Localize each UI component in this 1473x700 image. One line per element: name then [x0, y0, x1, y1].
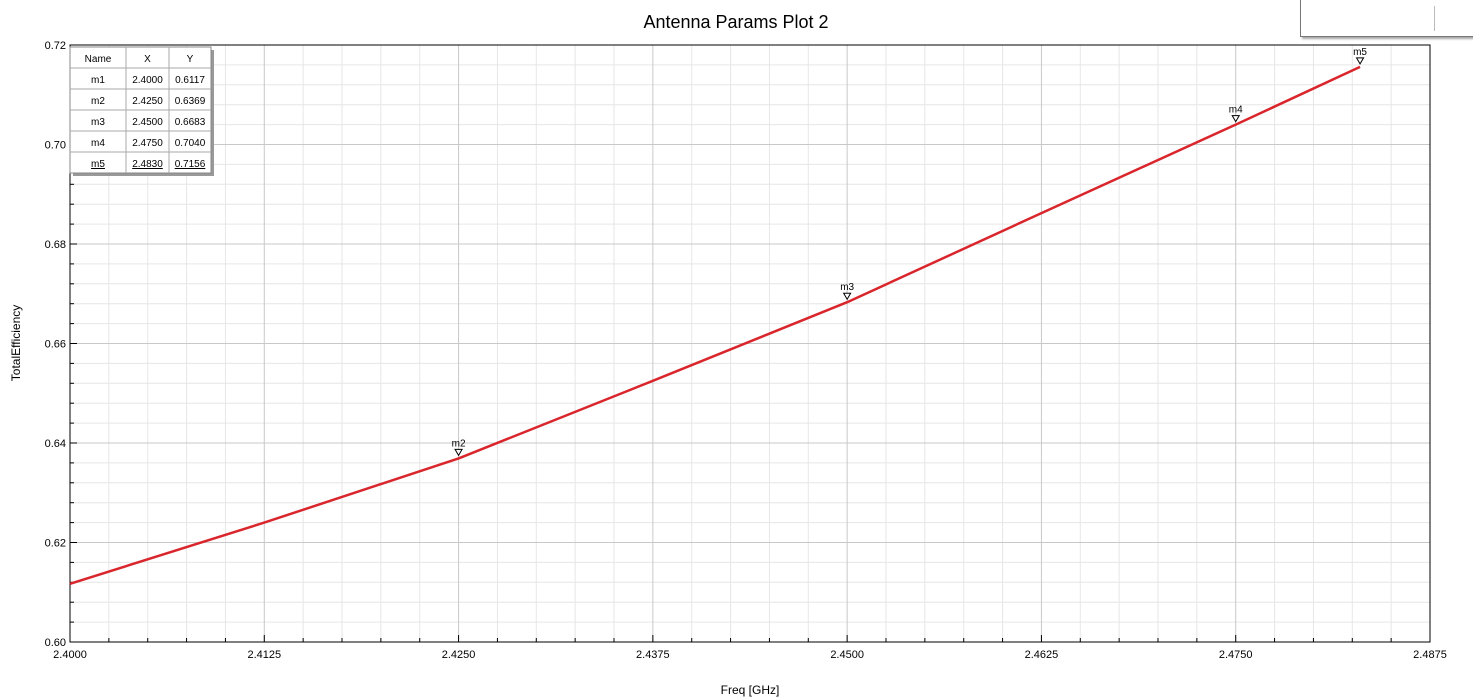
y-tick-label: 0.60: [45, 637, 66, 649]
marker-table-header: Y: [187, 54, 194, 65]
markers-layer: m2 m3 m4 m5: [452, 47, 1367, 457]
series-line: [69, 65, 1361, 585]
x-tick-label: 2.4250: [442, 649, 476, 661]
y-tick-label: 0.62: [45, 538, 66, 550]
marker-table-cell: 0.6117: [175, 75, 205, 86]
x-tick-label: 2.4625: [1025, 649, 1059, 661]
x-tick-label: 2.4375: [636, 649, 670, 661]
y-tick-label: 0.72: [45, 40, 66, 52]
marker-table-cell: 2.4750: [132, 138, 163, 149]
y-axis-ticks: 0.60 0.62 0.64 0.66 0.68 0.70 0.72: [45, 40, 77, 649]
x-tick-label: 2.4875: [1413, 649, 1447, 661]
marker-table-cell: m1: [91, 75, 105, 86]
x-tick-label: 2.4750: [1219, 649, 1253, 661]
legend-separator: [1434, 6, 1435, 31]
major-grid: [69, 44, 1431, 643]
marker-table-cell: 2.4500: [132, 117, 163, 128]
marker-triangle-m2: [454, 448, 463, 457]
y-tick-label: 0.64: [45, 438, 66, 450]
legend-box[interactable]: [1300, 0, 1473, 37]
y-tick-label: 0.70: [45, 140, 66, 152]
x-axis-ticks: 2.4000 2.4125 2.4250 2.4375 2.4500 2.4625 2.47…: [53, 635, 1447, 661]
marker-table-cell: 0.6369: [175, 96, 206, 107]
marker-table-cell: 2.4830: [132, 159, 163, 170]
marker-label-m2: m2: [452, 438, 466, 449]
x-tick-label: 2.4500: [830, 649, 864, 661]
y-tick-label: 0.66: [45, 339, 66, 351]
y-axis-label: TotalEfficiency: [9, 305, 23, 381]
marker-label-m3: m3: [840, 282, 854, 293]
marker-table-cell: 2.4250: [132, 96, 163, 107]
series-layer: [69, 65, 1361, 585]
marker-triangle-m4: [1231, 115, 1241, 123]
marker-triangle-m5: [1355, 57, 1365, 65]
marker-table-cell: 0.6683: [175, 117, 206, 128]
marker-label-m4: m4: [1229, 105, 1243, 116]
marker-table-cell: m2: [91, 96, 105, 107]
marker-triangle-m3: [842, 292, 852, 301]
marker-table-cell: m3: [91, 117, 105, 128]
marker-table-cell: m5: [91, 159, 105, 170]
chart-title: Antenna Params Plot 2: [643, 12, 828, 32]
marker-table-cell: m4: [91, 138, 105, 149]
marker-table-cell: 2.4000: [132, 75, 163, 86]
marker-table-header: X: [144, 54, 151, 65]
y-tick-label: 0.68: [45, 239, 66, 251]
x-tick-label: 2.4125: [247, 649, 281, 661]
x-tick-label: 2.4000: [53, 649, 87, 661]
marker-table[interactable]: Name X Ym1 2.4000 0.6117 m2 2.4250 0.6369 m3 2.45…: [69, 46, 214, 176]
marker-label-m5: m5: [1353, 47, 1367, 58]
marker-table-cell: 0.7156: [175, 159, 206, 170]
marker-table-cell: 0.7040: [175, 138, 206, 149]
x-axis-label: Freq [GHz]: [721, 683, 780, 697]
marker-table-header: Name: [85, 54, 112, 65]
